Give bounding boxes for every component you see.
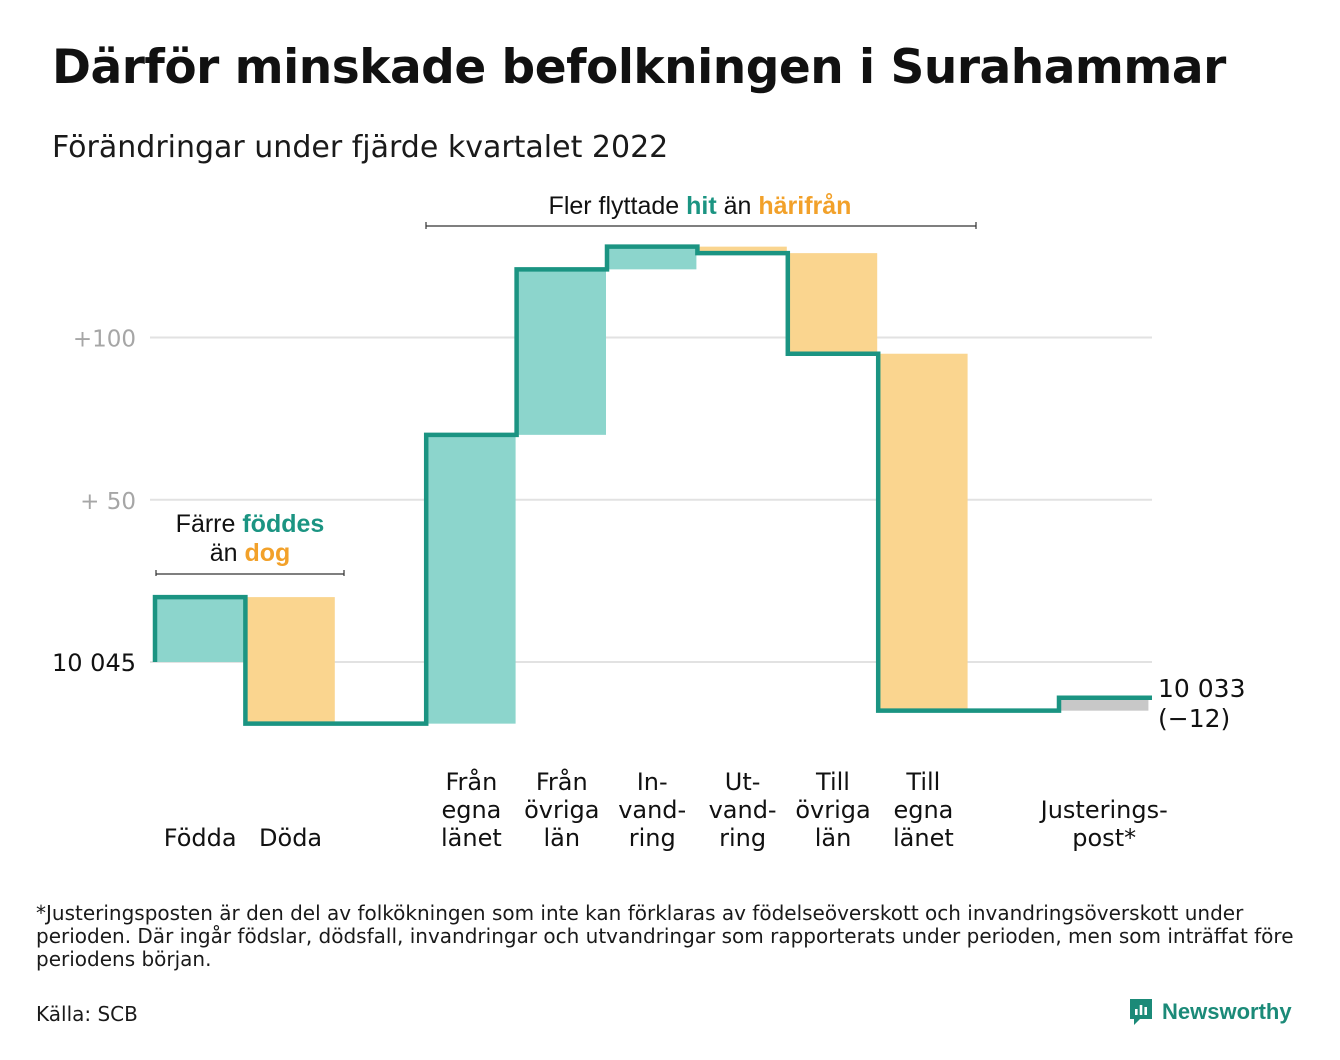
category-label-line: vand- [618, 796, 686, 824]
category-label-line: Födda [164, 824, 237, 852]
category-label: Till övriga län [795, 768, 870, 852]
annotation-births-highlight: föddes [242, 510, 324, 538]
annotation-births-prefix: Färre [176, 510, 243, 538]
category-label-line: länet [441, 824, 502, 852]
category-label-line: egna [441, 796, 501, 824]
bar-inflow [608, 246, 697, 270]
annotation-migration-prefix: Fler flyttade [549, 192, 687, 220]
category-label: Justerings-post* [1039, 796, 1168, 852]
annotation-migration: Fler flyttade hit än härifrån [425, 192, 977, 229]
svg-text:än dog: än dog [210, 539, 291, 567]
bar-inflow [156, 597, 245, 662]
brand-name: Newsworthy [1162, 999, 1292, 1024]
annotation-migration-harifran: härifrån [758, 192, 851, 220]
category-label-line: län [544, 824, 581, 852]
bar-inflow [517, 269, 606, 435]
cumulative-line [152, 244, 1152, 726]
category-label: Från egna länet [441, 767, 502, 852]
category-label-line: Till [905, 768, 940, 796]
category-label-line: länet [893, 824, 954, 852]
chart-title: Därför minskade befolkningen i Surahamma… [52, 40, 1226, 95]
annotation-migration-bracket [425, 222, 977, 229]
chart-subtitle: Förändringar under fjärde kvartalet 2022 [52, 130, 669, 165]
category-label-line: vand- [709, 796, 777, 824]
category-label: Döda [259, 824, 322, 852]
end-value-label: 10 033 [1158, 674, 1245, 703]
category-label: Födda [164, 824, 237, 852]
y-tick-label: +100 [73, 327, 136, 353]
start-value-label: 10 045 [52, 649, 136, 677]
annotation-births-bracket [155, 570, 345, 576]
svg-text:Fler flyttade hit än härifrån: Fler flyttade hit än härifrån [549, 192, 852, 220]
category-label: In-vand-ring [618, 768, 686, 852]
footnote: *Justeringsposten är den del av folkökni… [36, 901, 1294, 971]
end-change-label: (−12) [1158, 704, 1230, 733]
category-label-line: Från [536, 767, 588, 796]
bar-outflow [246, 597, 335, 724]
category-label-line: Från [445, 767, 497, 796]
category-label: Till egna länet [893, 768, 954, 852]
annotation-deaths-prefix: än [210, 539, 245, 567]
cumulative-line-path [152, 244, 1152, 726]
category-label-line: Ut- [725, 768, 761, 796]
category-label-line: ring [719, 824, 766, 852]
category-label-line: Till [815, 768, 850, 796]
bars [156, 246, 1149, 724]
y-tick-label: + 50 [80, 489, 136, 515]
annotation-births-deaths: Färre föddes än dog [155, 510, 345, 576]
bar-adjustment [1060, 697, 1149, 711]
source: Källa: SCB [36, 1002, 138, 1026]
bar-outflow [788, 253, 878, 354]
category-label-line: ring [629, 824, 676, 852]
bar-outflow [698, 246, 787, 254]
category-label-line: egna [893, 796, 953, 824]
brand[interactable]: Newsworthy [1128, 997, 1292, 1027]
category-label-line: Justerings- [1039, 796, 1168, 824]
category-label-line: övriga [795, 796, 870, 824]
category-label: Från övriga län [524, 767, 599, 852]
category-label-line: In- [637, 768, 668, 796]
category-label: Ut-vand-ring [709, 768, 777, 852]
annotation-deaths-highlight: dog [244, 539, 290, 567]
annotation-migration-hit: hit [686, 192, 717, 220]
bar-inflow [427, 434, 516, 724]
bar-outflow [879, 353, 968, 711]
category-label-line: övriga [524, 796, 599, 824]
category-label-line: post* [1072, 824, 1136, 852]
newsworthy-logo-icon [1130, 999, 1152, 1025]
category-label-line: Döda [259, 824, 322, 852]
category-label-line: län [815, 824, 852, 852]
annotation-migration-middle: än [717, 192, 759, 220]
svg-text:Färre föddes: Färre föddes [176, 510, 325, 538]
